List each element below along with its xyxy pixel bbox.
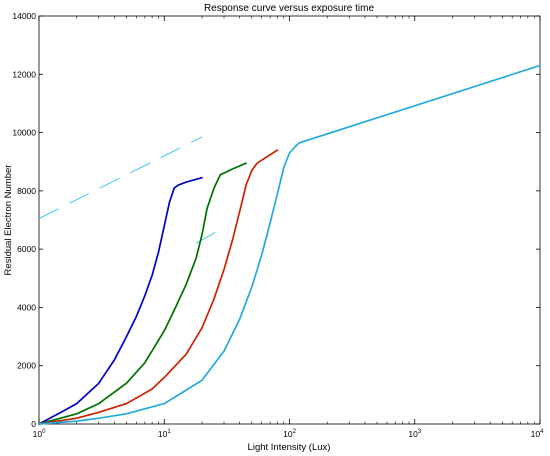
y-tick-label: 0 xyxy=(31,419,36,429)
y-tick-label: 12000 xyxy=(12,69,36,79)
x-tick-label: 103 xyxy=(408,429,421,439)
x-axis-title: Light Intensity (Lux) xyxy=(248,442,331,453)
plot-frame xyxy=(38,15,541,425)
series-layer xyxy=(38,64,541,425)
y-tick-label: 2000 xyxy=(17,361,36,371)
y-axis-title: Residual Electron Number xyxy=(3,165,14,276)
x-tick-label: 102 xyxy=(283,429,296,439)
y-axis: 0 2000 4000 6000 8000 10000 12000 14000 xyxy=(12,11,540,429)
series-line-3 xyxy=(38,149,279,425)
y-tick-label: 10000 xyxy=(12,128,36,138)
series-line-5 xyxy=(298,64,541,144)
x-tick-label: 101 xyxy=(158,429,171,439)
x-axis: 100 101 102 103 104 xyxy=(33,16,544,439)
y-tick-label: 4000 xyxy=(17,302,36,312)
x-tick-label: 104 xyxy=(531,429,544,439)
dashed-line-1 xyxy=(38,136,203,219)
series-line-2 xyxy=(38,162,247,425)
y-tick-label: 8000 xyxy=(17,186,36,196)
series-line-4 xyxy=(38,141,301,425)
y-tick-label: 6000 xyxy=(17,244,36,254)
y-tick-label: 14000 xyxy=(12,11,36,21)
chart-title: Response curve versus exposure time xyxy=(204,3,375,14)
series-line-1 xyxy=(38,176,203,425)
x-tick-label: 100 xyxy=(33,429,46,439)
